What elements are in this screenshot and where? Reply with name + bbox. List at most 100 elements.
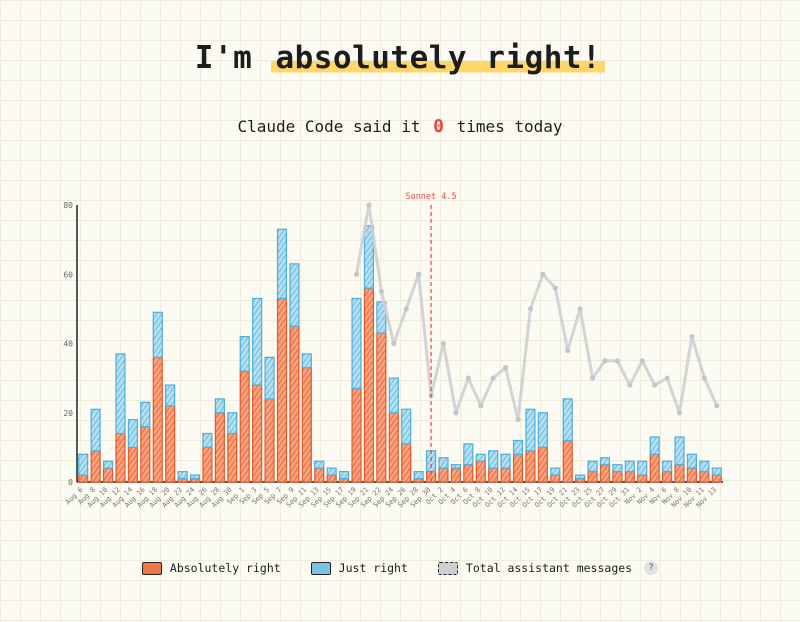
bar-absolutely: [115, 432, 126, 483]
bar-just: [189, 474, 201, 480]
total-point: [589, 375, 596, 381]
bar-just: [351, 297, 362, 390]
legend-swatch-total: [437, 561, 458, 575]
bar-absolutely: [90, 450, 101, 483]
total-point: [403, 306, 409, 312]
bar-just: [339, 471, 350, 480]
bar-absolutely: [202, 446, 213, 483]
bar-absolutely: [351, 387, 362, 483]
bar-absolutely: [401, 443, 412, 483]
total-point: [540, 271, 546, 277]
y-tick-label: 0: [68, 478, 73, 487]
bar-just: [227, 412, 238, 435]
bar-just: [662, 460, 673, 473]
bar-just: [624, 460, 635, 473]
bar-absolutely: [102, 467, 114, 483]
bar-just: [587, 460, 598, 473]
total-point: [391, 340, 397, 347]
bar-absolutely: [264, 398, 275, 483]
title-prefix: I'm: [194, 40, 272, 76]
bar-just: [326, 467, 337, 476]
bar-just: [78, 453, 89, 476]
bar-absolutely: [637, 474, 648, 483]
bar-just: [488, 450, 499, 469]
bar-absolutely: [252, 384, 263, 483]
y-tick-label: 40: [63, 340, 73, 349]
bar-just: [301, 353, 312, 369]
bar-absolutely: [276, 297, 288, 483]
help-icon[interactable]: ?: [644, 561, 659, 575]
total-point: [465, 375, 471, 381]
subtitle-before: Claude Code said it: [237, 117, 421, 136]
bar-just: [363, 225, 375, 289]
bar-just: [264, 356, 275, 400]
bar-just: [239, 335, 250, 372]
subtitle-after: times today: [456, 117, 563, 136]
bar-absolutely: [214, 412, 225, 483]
bar-just: [252, 297, 263, 386]
total-point: [416, 271, 422, 277]
total-point: [527, 306, 534, 312]
y-tick-label: 60: [63, 270, 73, 279]
bar-just: [575, 474, 586, 480]
total-point: [714, 403, 720, 409]
total-point: [689, 333, 695, 340]
bar-absolutely: [624, 471, 635, 483]
total-point: [502, 365, 509, 371]
page-title: I'm absolutely right!: [194, 40, 606, 76]
total-point: [353, 271, 360, 277]
bar-absolutely: [326, 474, 337, 483]
bar-just: [612, 464, 623, 473]
legend-item-just[interactable]: Just right: [310, 561, 408, 575]
bar-just: [376, 301, 387, 334]
subtitle: Claude Code said it 0 times today: [0, 116, 800, 137]
bar-just: [90, 408, 101, 452]
bar-absolutely: [612, 471, 623, 483]
total-point: [614, 358, 621, 364]
legend-item-absolutely[interactable]: Absolutely right: [141, 561, 281, 575]
bar-absolutely: [127, 446, 138, 483]
bar-absolutely: [165, 405, 176, 483]
bar-just: [649, 436, 660, 455]
total-line: [355, 203, 719, 422]
bar-just: [214, 398, 225, 414]
total-point: [652, 382, 658, 388]
legend-swatch-just: [310, 561, 331, 575]
total-point: [515, 417, 521, 423]
bar-absolutely: [587, 471, 598, 483]
annotation-label: Sonnet 4.5: [405, 192, 456, 202]
total-point: [552, 285, 558, 291]
y-tick-label: 80: [63, 201, 73, 210]
bar-just: [550, 467, 561, 476]
bar-just: [450, 464, 461, 469]
bar-just: [599, 457, 611, 466]
legend-item-total[interactable]: Total assistant messages: [437, 561, 632, 575]
bar-just: [289, 263, 300, 327]
bar-absolutely: [512, 453, 524, 483]
bar-absolutely: [699, 471, 710, 483]
bar-absolutely: [649, 453, 660, 483]
total-point: [602, 358, 608, 364]
total-point: [701, 375, 707, 381]
bar-absolutely: [500, 467, 511, 483]
total-point: [565, 347, 571, 354]
bar-absolutely: [537, 446, 548, 483]
bar-absolutely: [525, 450, 536, 483]
bar-just: [711, 467, 722, 476]
legend-label-absolutely: Absolutely right: [169, 561, 281, 575]
title-wrap: I'm absolutely right!: [0, 40, 800, 76]
y-tick-label: 20: [63, 409, 73, 418]
bar-just: [637, 460, 648, 476]
bar-absolutely: [686, 467, 698, 483]
bar-just: [401, 408, 412, 445]
bar-just: [699, 460, 710, 473]
bar-absolutely: [475, 460, 486, 483]
bar-just: [115, 353, 126, 435]
bar-absolutely: [140, 426, 151, 483]
bar-just: [512, 439, 524, 455]
bar-just: [276, 228, 288, 300]
bar-absolutely: [239, 370, 250, 483]
total-point: [627, 382, 633, 388]
bar-just: [102, 460, 114, 469]
